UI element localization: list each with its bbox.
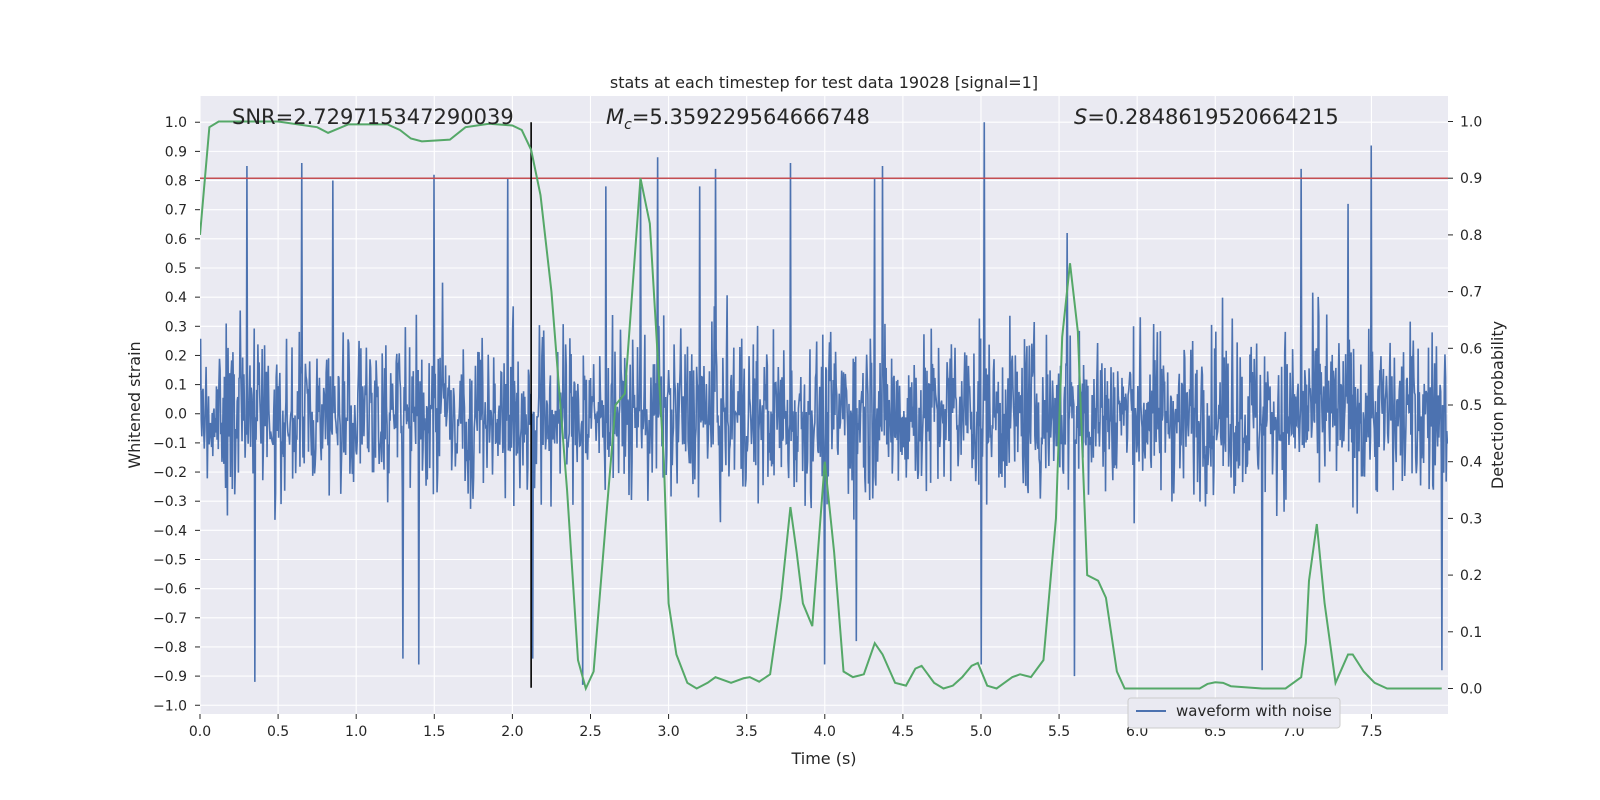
y-axis-ticks: 1.0 0.9 0.8 0.7 0.6 0.5 0.4 0.3 0.2 0.1 0.0 −0.1 −0.…	[153, 115, 200, 714]
y-tick-label: −0.9	[153, 669, 187, 685]
x-tick-label: 3.0	[657, 724, 679, 740]
waveform-line	[200, 122, 1448, 685]
y-right-tick-label: 0.8	[1460, 228, 1482, 244]
x-tick-label: 1.5	[423, 724, 445, 740]
chart-title: stats at each timestep for test data 190…	[610, 73, 1038, 92]
chirp-mass-value: =5.359229564666748	[632, 105, 870, 129]
y-tick-label: −1.0	[153, 698, 187, 714]
s-value: =0.2848619520664215	[1087, 105, 1338, 129]
y-tick-label: 0.7	[165, 203, 187, 219]
y-right-tick-label: 0.7	[1460, 285, 1482, 301]
x-tick-label: 0.5	[267, 724, 289, 740]
y-tick-label: −0.4	[153, 523, 187, 539]
chirp-mass-annotation: Mc=5.359229564666748	[606, 105, 870, 133]
legend: waveform with noise	[1127, 697, 1341, 729]
chirp-mass-symbol: M	[606, 105, 624, 129]
x-tick-label: 4.5	[892, 724, 914, 740]
y-right-tick-label: 0.1	[1460, 625, 1482, 641]
y-tick-label: 0.1	[165, 378, 187, 394]
y-tick-label: 0.9	[165, 144, 187, 160]
y-right-tick-label: 0.2	[1460, 568, 1482, 584]
probability-series	[200, 120, 1442, 692]
y-tick-label: −0.8	[153, 640, 187, 656]
y-tick-label: 0.8	[165, 174, 187, 190]
y-tick-label: 1.0	[165, 115, 187, 131]
y-axis-right-ticks: 1.0 0.9 0.8 0.7 0.6 0.5 0.4 0.3 0.2 0.1 0.0	[1448, 115, 1482, 697]
x-tick-label: 2.0	[501, 724, 523, 740]
chirp-mass-subscript: c	[624, 117, 632, 133]
x-tick-label: 0.0	[189, 724, 211, 740]
x-tick-label: 3.5	[736, 724, 758, 740]
snr-annotation: SNR=2.729715347290039	[232, 105, 514, 129]
y-tick-label: −0.1	[153, 436, 187, 452]
y-right-tick-label: 0.5	[1460, 398, 1482, 414]
y-tick-label: 0.0	[165, 407, 187, 423]
y-tick-label: 0.3	[165, 319, 187, 335]
x-tick-label: 5.0	[970, 724, 992, 740]
x-tick-label: 4.0	[814, 724, 836, 740]
y-tick-label: 0.2	[165, 348, 187, 364]
y-tick-label: −0.2	[153, 465, 187, 481]
x-tick-label: 5.5	[1048, 724, 1070, 740]
s-symbol: S	[1074, 105, 1087, 129]
y-tick-label: 0.5	[165, 261, 187, 277]
y-tick-label: 0.6	[165, 232, 187, 248]
y-right-tick-label: 0.6	[1460, 341, 1482, 357]
legend-label-waveform: waveform with noise	[1176, 702, 1332, 720]
legend-box	[1127, 697, 1341, 729]
y-tick-label: 0.4	[165, 290, 187, 306]
x-axis-title: Time (s)	[790, 749, 856, 768]
y-right-tick-label: 0.4	[1460, 455, 1482, 471]
y-right-tick-label: 0.9	[1460, 171, 1482, 187]
x-tick-label: 7.5	[1360, 724, 1382, 740]
y-axis-right-title: Detection probability	[1488, 321, 1507, 489]
detection-probability-line	[200, 120, 1442, 692]
x-tick-label: 2.5	[579, 724, 601, 740]
s-annotation: S=0.2848619520664215	[1074, 105, 1339, 129]
y-tick-label: −0.5	[153, 553, 187, 569]
y-tick-label: −0.6	[153, 582, 187, 598]
y-right-tick-label: 1.0	[1460, 115, 1482, 131]
y-axis-title: Whitened strain	[125, 341, 144, 468]
x-tick-label: 1.0	[345, 724, 367, 740]
y-right-tick-label: 0.3	[1460, 511, 1482, 527]
y-right-tick-label: 0.0	[1460, 681, 1482, 697]
waveform-series	[200, 122, 1448, 685]
y-tick-label: −0.7	[153, 611, 187, 627]
y-tick-label: −0.3	[153, 494, 187, 510]
